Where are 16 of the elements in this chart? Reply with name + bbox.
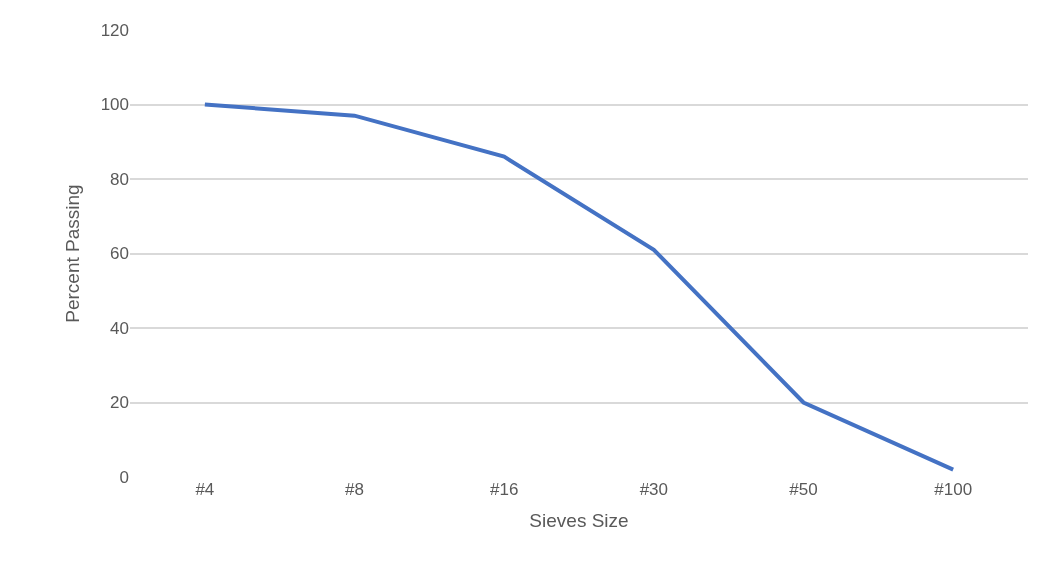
y-tick-label: 120 <box>100 20 129 40</box>
y-tick-label: 20 <box>110 393 129 413</box>
x-tick-label: #50 <box>789 480 818 499</box>
x-tick-label: #30 <box>639 480 669 499</box>
y-tick-label: 0 <box>119 467 129 487</box>
y-tick-label: 40 <box>110 318 129 338</box>
x-tick-label: #8 <box>345 480 364 499</box>
y-axis-title: Percent Passing <box>62 184 84 323</box>
y-tick-label: 80 <box>110 169 129 189</box>
y-tick-label: 60 <box>110 244 129 264</box>
y-tick-label: 100 <box>100 95 129 115</box>
line-series <box>202 102 956 472</box>
x-axis-title: Sieves Size <box>529 509 629 531</box>
x-tick-label: #16 <box>489 480 519 499</box>
x-tick-label: #4 <box>195 480 215 499</box>
x-tick-label: #100 <box>934 480 973 499</box>
